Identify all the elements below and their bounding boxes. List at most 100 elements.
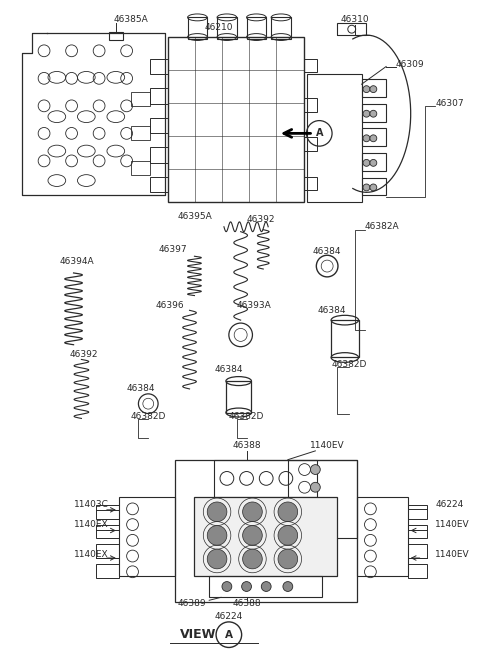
- Text: 46382D: 46382D: [229, 412, 264, 421]
- Bar: [131, 161, 150, 174]
- Bar: [150, 176, 168, 192]
- Text: 1140EV: 1140EV: [435, 550, 470, 558]
- Bar: [303, 58, 317, 72]
- Text: 1140EX: 1140EX: [73, 520, 108, 529]
- Bar: [188, 18, 207, 39]
- Bar: [109, 32, 123, 40]
- Bar: [150, 147, 168, 163]
- Circle shape: [242, 549, 262, 569]
- Text: 46309: 46309: [396, 60, 425, 69]
- Circle shape: [278, 502, 298, 522]
- Bar: [331, 320, 359, 358]
- Circle shape: [311, 464, 320, 474]
- Circle shape: [278, 549, 298, 569]
- Circle shape: [363, 184, 370, 191]
- Bar: [361, 129, 386, 146]
- Text: 46393A: 46393A: [237, 301, 272, 310]
- Bar: [217, 18, 237, 39]
- Text: 46384: 46384: [318, 306, 346, 315]
- Text: 46392: 46392: [70, 350, 98, 359]
- Bar: [175, 460, 357, 602]
- Bar: [303, 98, 317, 112]
- Text: 1140EX: 1140EX: [73, 550, 108, 558]
- Circle shape: [242, 502, 262, 522]
- Text: 46388: 46388: [232, 441, 261, 451]
- Bar: [361, 79, 386, 97]
- Text: 46395A: 46395A: [177, 213, 212, 222]
- Text: 46384: 46384: [313, 247, 341, 256]
- Bar: [361, 153, 386, 171]
- Text: 11403C: 11403C: [73, 501, 108, 510]
- Bar: [357, 497, 408, 576]
- Text: A: A: [315, 129, 323, 138]
- Bar: [131, 127, 150, 140]
- Bar: [408, 564, 427, 578]
- Circle shape: [261, 582, 271, 592]
- Bar: [303, 176, 317, 190]
- Bar: [288, 460, 357, 539]
- Bar: [96, 525, 119, 539]
- Bar: [226, 381, 252, 413]
- Text: 46224: 46224: [215, 613, 243, 621]
- Circle shape: [370, 86, 377, 92]
- Bar: [150, 58, 168, 74]
- Text: 1140EV: 1140EV: [310, 441, 345, 451]
- Circle shape: [283, 582, 293, 592]
- Text: VIEW: VIEW: [180, 628, 216, 641]
- Bar: [271, 18, 291, 39]
- Bar: [337, 23, 366, 35]
- Text: 46384: 46384: [126, 384, 155, 394]
- Bar: [361, 178, 386, 195]
- Text: 46382D: 46382D: [331, 360, 366, 369]
- Circle shape: [242, 525, 262, 545]
- Bar: [168, 37, 303, 202]
- Bar: [408, 505, 427, 519]
- Circle shape: [222, 582, 232, 592]
- Bar: [209, 576, 322, 598]
- Circle shape: [311, 500, 320, 510]
- Bar: [408, 525, 427, 539]
- Text: 46392: 46392: [246, 215, 275, 224]
- Text: 46382D: 46382D: [131, 412, 166, 421]
- Text: 46382A: 46382A: [364, 222, 399, 232]
- Text: 46307: 46307: [435, 100, 464, 108]
- Text: 46388: 46388: [232, 599, 261, 607]
- Bar: [303, 137, 317, 151]
- Bar: [194, 497, 337, 576]
- Circle shape: [363, 159, 370, 167]
- Bar: [96, 505, 119, 519]
- Circle shape: [311, 518, 320, 527]
- Circle shape: [370, 110, 377, 117]
- Text: 46310: 46310: [340, 15, 369, 24]
- Bar: [119, 497, 175, 576]
- Bar: [361, 104, 386, 121]
- Text: A: A: [225, 630, 233, 640]
- Bar: [150, 117, 168, 133]
- Bar: [150, 88, 168, 104]
- Text: 46384: 46384: [215, 365, 243, 374]
- Circle shape: [370, 135, 377, 142]
- Bar: [408, 544, 427, 558]
- Bar: [96, 564, 119, 578]
- Text: 46394A: 46394A: [60, 256, 95, 266]
- Circle shape: [278, 525, 298, 545]
- Circle shape: [207, 525, 227, 545]
- Bar: [247, 18, 266, 39]
- Circle shape: [207, 549, 227, 569]
- Circle shape: [207, 502, 227, 522]
- Text: 46385A: 46385A: [113, 15, 148, 24]
- Text: 46389: 46389: [177, 599, 206, 607]
- Bar: [131, 92, 150, 106]
- Text: 46397: 46397: [159, 245, 188, 254]
- Circle shape: [363, 135, 370, 142]
- Circle shape: [370, 159, 377, 167]
- Circle shape: [363, 110, 370, 117]
- Circle shape: [370, 184, 377, 191]
- Text: 1140EV: 1140EV: [435, 520, 470, 529]
- Bar: [96, 544, 119, 558]
- Bar: [308, 74, 361, 202]
- Bar: [214, 460, 317, 497]
- Circle shape: [311, 482, 320, 492]
- Text: 46396: 46396: [156, 301, 185, 310]
- Text: 46210: 46210: [205, 23, 233, 31]
